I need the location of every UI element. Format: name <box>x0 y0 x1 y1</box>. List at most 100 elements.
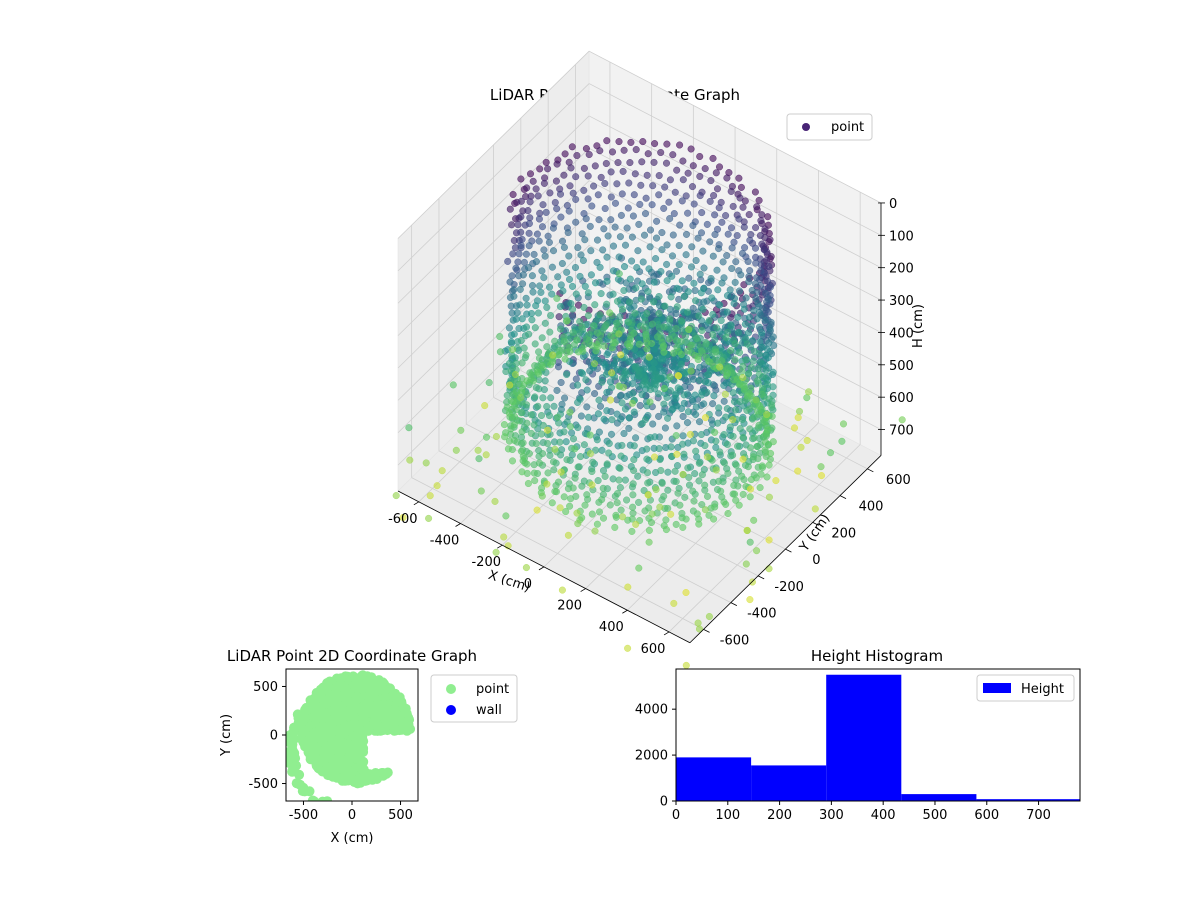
legend-3d: point <box>786 113 873 141</box>
data-point-3d <box>512 264 520 272</box>
data-point-3d <box>652 255 660 263</box>
data-point-3d <box>745 313 754 321</box>
height-histogram: Height Histogram 0 100 200 300 400 500 600 7000… <box>635 647 1081 823</box>
data-point-3d <box>673 303 681 311</box>
data-point-3d <box>657 267 665 276</box>
data-point-3d <box>535 237 543 245</box>
data-point-3d <box>666 315 674 323</box>
data-point-3d <box>624 204 632 212</box>
data-point-3d <box>514 221 522 229</box>
data-point-2d <box>287 764 298 775</box>
data-point-3d <box>690 375 698 383</box>
data-point-3d <box>679 412 687 421</box>
data-point-3d <box>505 437 513 445</box>
data-point-3d <box>522 564 530 572</box>
data-point-3d <box>506 205 514 213</box>
data-point-3d <box>560 428 568 436</box>
data-point-3d <box>742 560 750 568</box>
data-point-2d <box>390 725 401 736</box>
data-point-3d <box>510 286 518 294</box>
data-point-3d <box>539 450 547 458</box>
data-point-3d <box>672 432 680 440</box>
x-tick-label-3d: 0 <box>524 577 532 592</box>
data-point-3d <box>729 389 737 397</box>
data-point-3d <box>700 298 708 306</box>
data-point-3d <box>636 401 644 410</box>
data-point-3d <box>583 403 591 411</box>
data-point-3d <box>722 413 730 421</box>
data-point-3d <box>690 279 698 287</box>
data-point-3d <box>724 509 732 518</box>
data-point-3d <box>652 381 660 389</box>
data-point-3d <box>746 485 755 493</box>
data-point-3d <box>758 211 766 219</box>
data-point-3d <box>626 275 634 283</box>
data-point-3d <box>559 287 567 295</box>
data-point-3d <box>547 361 555 369</box>
data-point-3d <box>588 481 596 489</box>
data-point-3d <box>615 476 623 484</box>
data-point-3d <box>680 293 688 301</box>
data-point-3d <box>573 151 581 160</box>
data-point-3d <box>565 275 574 283</box>
data-point-3d <box>600 415 608 423</box>
data-point-3d <box>652 234 661 242</box>
data-point-3d <box>692 256 700 265</box>
data-point-3d <box>723 292 732 300</box>
data-point-3d <box>663 277 671 285</box>
data-point-3d <box>568 143 576 151</box>
data-point-3d <box>560 337 568 346</box>
data-point-3d <box>539 421 547 429</box>
data-point-3d <box>670 210 678 218</box>
x-tick-label-hist: 500 <box>923 808 948 823</box>
data-point-3d <box>554 478 563 486</box>
data-point-3d <box>589 458 597 466</box>
data-point-3d <box>671 188 679 196</box>
data-point-3d <box>704 371 712 379</box>
data-point-3d <box>511 413 519 421</box>
data-point-3d <box>527 411 535 419</box>
data-point-3d <box>584 195 592 203</box>
data-point-3d <box>716 448 724 456</box>
data-point-3d <box>661 183 669 191</box>
data-point-2d <box>366 672 377 683</box>
data-point-3d <box>605 439 613 448</box>
legend-2d-label-point: point <box>476 682 509 697</box>
data-point-3d <box>550 402 558 410</box>
data-point-3d <box>625 343 634 351</box>
data-point-3d <box>603 407 611 415</box>
data-point-3d <box>629 503 637 511</box>
data-point-3d <box>660 204 668 212</box>
data-point-3d <box>426 492 434 500</box>
data-point-3d <box>508 457 517 465</box>
data-point-3d <box>749 453 757 461</box>
data-point-3d <box>606 501 614 509</box>
data-point-3d <box>561 355 569 363</box>
data-point-2d <box>339 755 349 766</box>
data-point-3d <box>764 213 772 221</box>
data-point-3d <box>425 514 433 522</box>
data-point-3d <box>711 211 719 219</box>
data-point-3d <box>596 311 604 319</box>
grid-line-y-floor <box>411 477 704 630</box>
data-point-2d <box>370 769 380 780</box>
data-point-3d <box>543 402 551 411</box>
data-point-3d <box>757 267 765 275</box>
data-point-3d <box>639 138 647 146</box>
data-point-3d <box>738 249 747 257</box>
data-point-3d <box>505 409 513 417</box>
data-point-3d <box>560 493 568 501</box>
data-point-3d <box>718 279 726 287</box>
data-point-3d <box>752 224 760 232</box>
data-point-3d <box>567 164 575 172</box>
y-tick-3d <box>839 495 847 499</box>
data-point-3d <box>697 289 705 297</box>
data-point-3d <box>652 485 660 494</box>
data-point-3d <box>629 491 637 499</box>
data-point-3d <box>715 163 724 171</box>
data-point-3d <box>579 256 587 265</box>
y-tick-3d <box>730 602 738 606</box>
data-point-3d <box>536 165 544 173</box>
data-point-3d <box>758 343 766 351</box>
data-point-3d <box>690 497 698 505</box>
